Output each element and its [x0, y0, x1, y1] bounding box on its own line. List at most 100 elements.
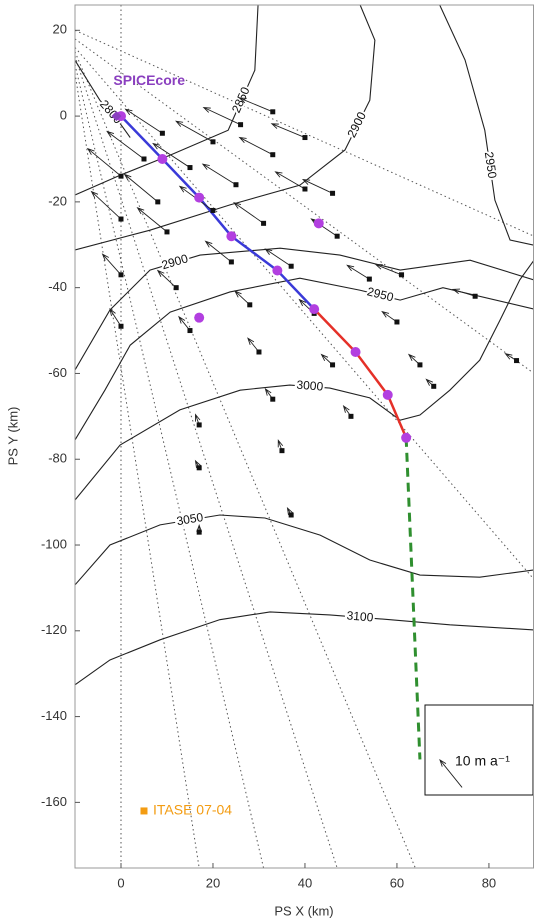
sample-square [330, 362, 336, 368]
flowline [75, 51, 416, 868]
velocity-arrow [101, 253, 122, 276]
velocity-arrow [123, 173, 159, 203]
velocity-arrow [204, 240, 232, 263]
contour-label: 2950 [482, 151, 500, 180]
velocity-arrow [233, 201, 264, 224]
contour [75, 5, 376, 251]
x-tick-label: 0 [117, 875, 124, 890]
sample-square [431, 383, 437, 389]
legend-arrow [439, 758, 463, 788]
core-position [350, 347, 361, 358]
contour-label: 2900 [160, 251, 190, 272]
y-tick-label: -40 [48, 279, 67, 294]
x-axis-label: PS X (km) [274, 903, 333, 918]
x-tick-label: 60 [390, 875, 404, 890]
sample-square [187, 328, 193, 334]
flowline [75, 55, 338, 868]
sample-square [302, 135, 308, 141]
sample-square [196, 529, 202, 535]
sample-square [228, 259, 234, 265]
sample-square [238, 122, 244, 128]
sample-square [210, 139, 216, 145]
contour-label: 2950 [366, 284, 396, 304]
trajectory [120, 115, 316, 310]
core-position [226, 231, 237, 242]
contour-label: 2900 [344, 109, 369, 139]
sample-square [159, 130, 165, 136]
velocity-arrow [86, 147, 122, 177]
y-tick-label: -120 [41, 622, 67, 637]
flowline [75, 29, 534, 237]
core-position [382, 389, 393, 400]
contour [75, 5, 259, 196]
velocity-arrow [346, 264, 370, 280]
velocity-arrow [201, 163, 237, 186]
velocity-arrow [124, 108, 163, 134]
velocity-arrow [451, 288, 476, 297]
contour-label: 3050 [176, 510, 205, 528]
trajectory [404, 437, 422, 760]
sample-square [118, 173, 124, 179]
sample-square [472, 293, 478, 299]
contour [75, 259, 534, 501]
sample-square [302, 186, 308, 192]
flowline [75, 47, 534, 580]
velocity-arrow [270, 123, 306, 138]
sample-square [399, 272, 405, 278]
y-tick-label: -60 [48, 365, 67, 380]
site-label: ITASE 07-04 [153, 802, 232, 818]
core-position [401, 432, 412, 443]
velocity-arrow [175, 120, 214, 143]
core-position [272, 265, 283, 276]
contour [75, 60, 131, 138]
sample-square [270, 152, 276, 158]
contour [75, 277, 534, 441]
sample-square [187, 165, 193, 171]
velocity-arrow [301, 179, 333, 194]
sample-square [334, 233, 340, 239]
sample-square [118, 323, 124, 329]
velocity-arrow [152, 142, 191, 168]
core-position [157, 153, 168, 164]
x-tick-label: 80 [482, 875, 496, 890]
core-position [313, 218, 324, 229]
sample-square [210, 207, 216, 213]
legend-label: 10 m a⁻¹ [455, 753, 510, 769]
velocity-arrow [109, 308, 122, 327]
y-tick-label: 20 [53, 22, 67, 37]
velocity-arrow [156, 269, 177, 288]
sample-square [118, 272, 124, 278]
sample-square [118, 216, 124, 222]
core-position [309, 304, 320, 315]
velocity-arrow [106, 130, 145, 160]
x-tick-label: 40 [298, 875, 312, 890]
sample-square [514, 358, 520, 364]
velocity-arrow [90, 190, 122, 220]
core-position [194, 312, 205, 323]
contour [75, 611, 534, 686]
sample-square [173, 285, 179, 291]
y-tick-label: 0 [60, 108, 67, 123]
sample-square [270, 396, 276, 402]
sample-square [330, 190, 336, 196]
sample-square [256, 349, 262, 355]
sample-square [366, 276, 372, 282]
contour [75, 514, 534, 586]
contour-label: 3100 [346, 608, 374, 624]
legend-box [424, 704, 534, 796]
contour [439, 5, 534, 246]
sample-square [233, 182, 239, 188]
velocity-arrow [238, 97, 273, 113]
velocity-arrow [238, 136, 273, 156]
flowline [75, 38, 534, 374]
velocity-arrow [374, 264, 402, 276]
sample-square [196, 465, 202, 471]
sample-square [288, 263, 294, 269]
site-marker [111, 111, 122, 122]
sample-square [394, 319, 400, 325]
trajectory [313, 308, 408, 439]
contour-label: 3000 [296, 378, 324, 394]
velocity-arrow [136, 207, 168, 233]
sample-square [164, 229, 170, 235]
